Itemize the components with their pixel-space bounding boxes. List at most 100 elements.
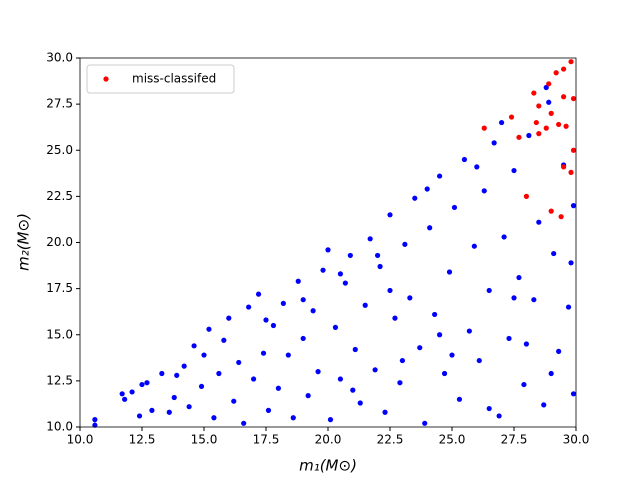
scatter-point <box>236 359 242 366</box>
scatter-point <box>417 345 423 351</box>
scatter-point <box>446 269 453 275</box>
scatter-point <box>174 372 180 378</box>
scatter-point <box>506 335 512 342</box>
scatter-point <box>565 304 572 310</box>
x-tick-label: 17.5 <box>253 433 280 447</box>
scatter-point <box>310 308 316 314</box>
scatter-point <box>432 311 438 318</box>
legend-box <box>86 64 235 94</box>
plot-frame <box>79 57 577 428</box>
scatter-point <box>350 387 356 393</box>
scatter-point <box>451 204 458 211</box>
scatter-point <box>191 343 197 349</box>
scatter-point <box>119 391 125 397</box>
scatter-point <box>201 352 207 358</box>
scatter-point <box>526 132 532 139</box>
scatter-point <box>382 409 388 415</box>
scatter-point <box>570 391 577 397</box>
scatter-point <box>144 380 150 386</box>
scatter-point <box>553 70 559 76</box>
scatter-point <box>536 131 542 137</box>
scatter-point <box>265 407 272 413</box>
y-tick-label: 22.5 <box>46 189 73 203</box>
scatter-point <box>387 212 393 218</box>
scatter-point <box>397 380 403 386</box>
scatter-point <box>516 134 522 140</box>
y-axis-label: m₂(M⊙) <box>15 213 33 271</box>
scatter-point <box>407 295 413 301</box>
scatter-point <box>357 400 363 406</box>
scatter-point <box>347 252 353 259</box>
scatter-point <box>508 114 515 120</box>
x-tick-label: 25.0 <box>439 433 466 447</box>
scatter-point <box>332 324 339 330</box>
scatter-point <box>216 370 222 377</box>
scatter-point <box>461 156 467 163</box>
scatter-point <box>561 164 567 170</box>
scatter-point <box>523 193 530 199</box>
scatter-point <box>337 271 343 277</box>
scatter-point <box>570 203 577 209</box>
scatter-point <box>556 121 562 128</box>
scatter-point <box>260 350 267 356</box>
scatter-point <box>246 304 252 310</box>
scatter-point <box>533 119 539 126</box>
scatter-point <box>568 59 574 65</box>
scatter-point <box>568 169 574 175</box>
scatter-point <box>226 315 232 321</box>
legend-marker <box>103 76 109 82</box>
scatter-point <box>211 415 217 421</box>
scatter-point <box>275 385 281 391</box>
y-tick-label: 25.0 <box>46 143 73 157</box>
scatter-point <box>149 407 155 413</box>
scatter-point <box>352 346 358 353</box>
scatter-point <box>456 396 463 402</box>
scatter-point <box>325 247 331 253</box>
scatter-point <box>181 363 187 369</box>
x-tick-label: 27.5 <box>501 433 528 447</box>
scatter-point <box>186 404 192 410</box>
scatter-point <box>300 297 306 303</box>
x-tick-label: 22.5 <box>377 433 404 447</box>
scatter-point <box>399 357 405 364</box>
scatter-point <box>476 357 482 364</box>
scatter-point <box>496 413 502 419</box>
scatter-point <box>290 415 296 421</box>
scatter-point <box>92 417 98 423</box>
y-tick-label: 30.0 <box>46 51 73 65</box>
scatter-point <box>375 252 381 259</box>
scatter-point <box>198 383 205 390</box>
scatter-point <box>471 243 477 249</box>
scatter-point <box>546 81 552 87</box>
x-tick-label: 30.0 <box>563 433 590 447</box>
scatter-point <box>362 302 368 308</box>
x-tick-label: 10.0 <box>67 433 94 447</box>
scatter-point <box>531 90 537 96</box>
scatter-point <box>129 389 135 395</box>
scatter-point <box>466 328 472 334</box>
scatter-point <box>561 94 567 100</box>
scatter-point <box>377 263 383 270</box>
scatter-point <box>491 140 497 146</box>
scatter-point <box>171 394 177 401</box>
scatter-point <box>548 208 554 214</box>
scatter-point <box>536 219 542 225</box>
scatter-point <box>270 322 277 329</box>
scatter-point <box>449 352 455 358</box>
x-tick-label: 15.0 <box>191 433 218 447</box>
scatter-point <box>486 405 492 412</box>
scatter-point <box>570 95 577 102</box>
y-tick-label: 20.0 <box>46 235 73 249</box>
scatter-point <box>422 420 428 426</box>
scatter-point <box>543 125 549 131</box>
scatter-point <box>342 280 348 286</box>
scatter-point <box>136 413 143 419</box>
scatter-point <box>327 417 334 423</box>
scatter-point <box>372 367 378 373</box>
scatter-point <box>437 173 443 179</box>
scatter-point <box>255 291 262 297</box>
scatter-point <box>159 370 165 377</box>
scatter-point <box>367 236 373 242</box>
scatter-point <box>315 369 321 375</box>
